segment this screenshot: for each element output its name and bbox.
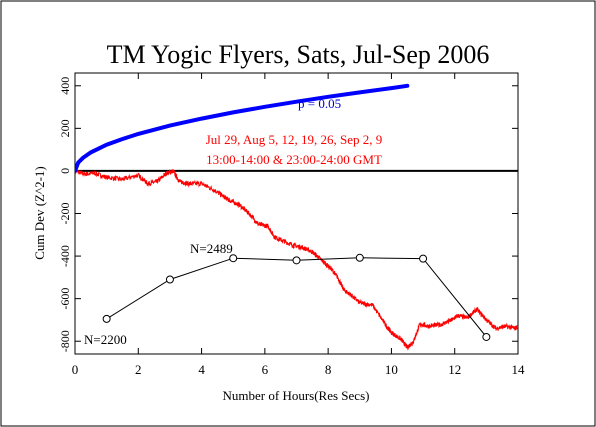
x-tick-label: 4 [198,362,205,377]
n-start-label: N=2200 [84,332,127,347]
y-tick-label: 0 [58,168,72,174]
y-tick-label: -400 [58,245,72,267]
trials-point [419,254,428,263]
dates-annotation: Jul 29, Aug 5, 12, 19, 26, Sep 2, 9 [206,132,383,147]
trials-point [165,275,174,284]
x-axis-label: Number of Hours(Res Secs) [223,388,370,403]
y-tick-label: 200 [58,119,72,137]
chart-title: TM Yogic Flyers, Sats, Jul-Sep 2006 [107,40,490,69]
cumdev-line [75,168,518,351]
trials-point [102,314,111,323]
y-tick-label: -200 [58,203,72,225]
p-envelope-line [75,83,410,173]
x-tick-label: 14 [512,362,526,377]
y-tick-label: -800 [58,330,72,352]
trials-point [229,254,238,263]
x-tick-label: 8 [325,362,332,377]
y-tick-label: -600 [58,288,72,310]
trials-point [355,253,364,262]
times-annotation: 13:00-14:00 & 23:00-24:00 GMT [206,152,382,167]
series-layer [75,83,518,351]
x-axis-ticks: 0 2 4 6 8 10 12 14 [72,73,525,377]
plot-area: 0 2 4 6 8 10 12 14 -800 -600 -400 -200 0 200 400 [58,72,525,377]
x-tick-label: 10 [385,362,398,377]
x-tick-label: 6 [262,362,269,377]
y-tick-label: 400 [58,77,72,95]
p-value-label: p = 0.05 [298,96,341,111]
y-axis-label: Cum Dev (Z^2-1) [32,166,47,259]
trials-point [482,332,491,341]
trials-point [292,256,301,265]
n-peak-label: N=2489 [190,241,233,256]
x-tick-label: 12 [448,362,461,377]
x-tick-label: 0 [72,362,79,377]
y-axis-ticks: -800 -600 -400 -200 0 200 400 [58,77,518,352]
x-tick-label: 2 [135,362,142,377]
